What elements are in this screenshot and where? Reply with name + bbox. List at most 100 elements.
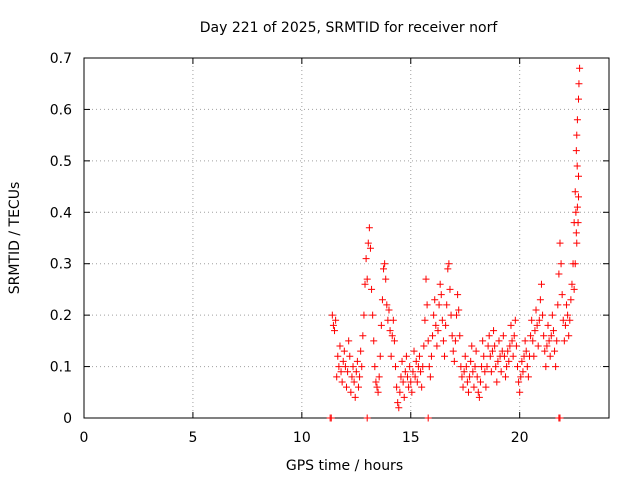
data-point xyxy=(547,332,555,340)
data-point xyxy=(438,316,446,324)
data-point xyxy=(450,357,458,365)
data-point xyxy=(542,363,550,371)
data-point xyxy=(492,363,500,371)
data-point xyxy=(511,316,519,324)
data-point xyxy=(389,316,397,324)
data-point xyxy=(518,357,526,365)
data-point xyxy=(560,337,568,345)
data-point xyxy=(378,296,386,304)
data-point xyxy=(388,332,396,340)
data-point xyxy=(357,347,365,355)
data-point xyxy=(422,275,430,283)
data-point xyxy=(387,352,395,360)
data-point xyxy=(454,291,462,299)
data-point xyxy=(331,327,339,335)
data-point xyxy=(491,342,499,350)
data-point xyxy=(435,301,443,309)
data-point xyxy=(432,321,440,329)
data-point xyxy=(515,378,523,386)
y-axis-label: SRMTID / TECUs xyxy=(7,182,23,295)
data-point xyxy=(575,95,583,103)
data-point xyxy=(544,321,552,329)
data-point xyxy=(537,280,545,288)
data-point xyxy=(406,363,414,371)
x-tick-label: 20 xyxy=(511,430,529,446)
data-point xyxy=(504,347,512,355)
data-point xyxy=(559,316,567,324)
data-point xyxy=(347,388,355,396)
data-point xyxy=(505,357,513,365)
data-point xyxy=(368,285,376,293)
data-point xyxy=(455,306,463,314)
data-point xyxy=(484,342,492,350)
data-point xyxy=(565,332,573,340)
data-point xyxy=(429,332,437,340)
data-point xyxy=(427,352,435,360)
data-point xyxy=(423,301,431,309)
data-point xyxy=(332,316,340,324)
data-point xyxy=(483,363,491,371)
data-point xyxy=(529,337,537,345)
data-point xyxy=(361,280,369,288)
data-point xyxy=(533,321,541,329)
data-point xyxy=(441,352,449,360)
data-point xyxy=(574,219,582,227)
data-point xyxy=(436,280,444,288)
data-point xyxy=(412,357,420,365)
data-point xyxy=(408,388,416,396)
data-point xyxy=(366,244,374,252)
data-point xyxy=(549,327,557,335)
data-point xyxy=(487,368,495,376)
data-point xyxy=(461,352,469,360)
data-point xyxy=(329,321,337,329)
data-point xyxy=(519,368,527,376)
data-point xyxy=(360,311,368,319)
data-point xyxy=(507,321,515,329)
data-point xyxy=(571,260,579,268)
data-point xyxy=(350,378,358,386)
data-point xyxy=(425,363,433,371)
data-point xyxy=(433,342,441,350)
data-points xyxy=(326,64,584,422)
data-point xyxy=(469,368,477,376)
data-point xyxy=(540,332,548,340)
y-tick-label: 0.5 xyxy=(50,154,72,170)
data-point xyxy=(539,311,547,319)
data-point xyxy=(488,347,496,355)
data-point xyxy=(383,301,391,309)
data-point xyxy=(573,116,581,124)
data-point xyxy=(411,373,419,381)
data-point xyxy=(553,337,561,345)
data-point xyxy=(400,393,408,401)
data-point xyxy=(417,368,425,376)
data-point xyxy=(370,337,378,345)
data-point xyxy=(536,296,544,304)
data-point xyxy=(548,311,556,319)
data-point xyxy=(568,280,576,288)
data-point xyxy=(419,363,427,371)
data-point xyxy=(453,311,461,319)
data-point xyxy=(363,414,371,422)
data-point xyxy=(573,162,581,170)
data-point xyxy=(460,368,468,376)
data-point xyxy=(566,316,574,324)
x-tick-label: 15 xyxy=(402,430,420,446)
data-point xyxy=(346,352,354,360)
data-point xyxy=(334,352,342,360)
data-point xyxy=(567,296,575,304)
data-point xyxy=(541,347,549,355)
data-point xyxy=(359,332,367,340)
data-point xyxy=(393,383,401,391)
data-point xyxy=(573,239,581,247)
y-tick-label: 0.7 xyxy=(50,51,72,67)
data-point xyxy=(444,265,452,273)
data-point xyxy=(365,224,373,232)
data-point xyxy=(471,363,479,371)
data-point xyxy=(362,255,370,263)
data-point xyxy=(497,368,505,376)
data-point xyxy=(512,342,520,350)
y-tick-label: 0.4 xyxy=(50,205,72,221)
data-point xyxy=(451,337,459,345)
data-point xyxy=(514,363,522,371)
data-point xyxy=(459,383,467,391)
